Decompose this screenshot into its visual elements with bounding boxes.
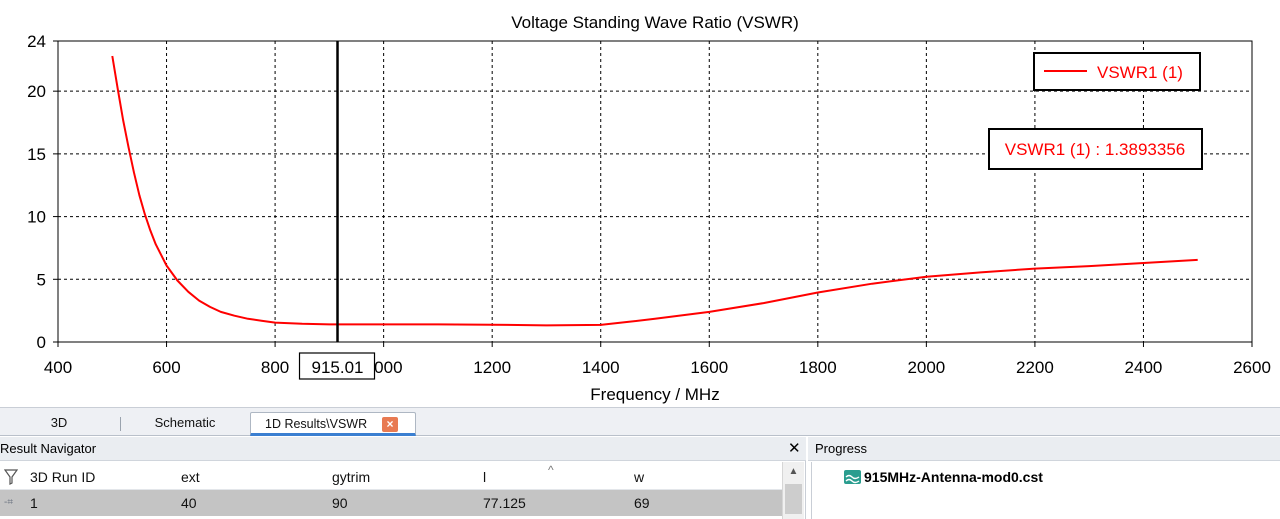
x-tick-label: 2400: [1125, 358, 1163, 377]
cst-file-icon: [844, 470, 861, 484]
table-header-row: 3D Run ID ext gytrim l ^ w: [0, 463, 782, 490]
plot-frame: [57, 40, 1253, 343]
vertical-scrollbar[interactable]: ▲: [782, 462, 804, 519]
x-tick-label: 1400: [582, 358, 620, 377]
y-tick-label: 10: [27, 208, 46, 227]
table-cell: 69: [634, 495, 650, 511]
result-navigator-title: Result Navigator: [0, 441, 97, 456]
progress-file-name: 915MHz-Antenna-mod0.cst: [864, 469, 1043, 485]
marker-x-label: 915.01: [312, 358, 364, 377]
x-tick-label: 1800: [799, 358, 837, 377]
y-tick-label: 20: [27, 82, 46, 101]
series-line-vswr1: [111, 55, 1198, 327]
vswr-chart[interactable]: 400 600 800 1000 1200 1400 1600 1800 2000 2200 240…: [0, 0, 1280, 407]
filter-icon[interactable]: [4, 469, 18, 485]
x-tick-label: 2200: [1016, 358, 1054, 377]
table-cell: 77.125: [483, 495, 526, 511]
tab-1d-results-label: 1D Results\VSWR: [265, 417, 368, 431]
scrollbar-thumb[interactable]: [785, 484, 802, 514]
table-cell: 1: [30, 495, 38, 511]
tab-1d-results-vswr[interactable]: 1D Results\VSWR ×: [250, 412, 416, 436]
sort-indicator-icon: ^: [548, 463, 554, 477]
series-layer: [111, 55, 1198, 327]
table-cell: 40: [181, 495, 197, 511]
tab-schematic[interactable]: Schematic: [154, 415, 216, 430]
progress-panel: Progress 915MHz-Antenna-mod0.cst: [808, 437, 1280, 519]
column-header-run-id[interactable]: 3D Run ID: [30, 469, 96, 485]
progress-title: Progress: [815, 441, 868, 456]
result-navigator-header: Result Navigator ✕: [0, 437, 806, 461]
table-row[interactable]: -⌗ 1 40 90 77.125 69: [0, 490, 782, 516]
marker-readout: VSWR1 (1) : 1.3893356: [1005, 140, 1185, 159]
x-tick-label: 2000: [907, 358, 945, 377]
marker-layer: 915.01: [298, 41, 376, 380]
result-navigator-panel: Result Navigator ✕ 3D Run ID ext gytrim …: [0, 437, 806, 519]
column-header-ext[interactable]: ext: [181, 469, 200, 485]
grid-layer: [58, 41, 1252, 342]
x-tick-label: 800: [261, 358, 289, 377]
marker-readout-box: [988, 128, 1203, 170]
progress-body: 915MHz-Antenna-mod0.cst: [811, 462, 1280, 519]
close-icon[interactable]: ✕: [788, 440, 801, 457]
legend-label: VSWR1 (1): [1097, 63, 1183, 82]
legend-layer: VSWR1 (1) VSWR1 (1) : 1.3893356: [988, 52, 1203, 170]
y-tick-label: 0: [37, 333, 46, 352]
progress-header: Progress: [808, 437, 1280, 461]
table-cell: 90: [332, 495, 348, 511]
row-pin-icon: -⌗: [4, 497, 13, 508]
y-tick-label: 5: [37, 270, 46, 289]
x-tick-label: 600: [152, 358, 180, 377]
plot-area[interactable]: 400 600 800 1000 1200 1400 1600 1800 2000 2200 240…: [0, 0, 1280, 407]
x-tick-label: 400: [44, 358, 72, 377]
tab-3d[interactable]: 3D: [50, 415, 68, 430]
column-header-w[interactable]: w: [634, 469, 645, 485]
result-table: 3D Run ID ext gytrim l ^ w -⌗ 1 40 90 77…: [0, 462, 782, 519]
close-tab-icon[interactable]: ×: [382, 417, 398, 432]
x-tick-label: 1200: [473, 358, 511, 377]
x-tick-label: 1600: [690, 358, 728, 377]
x-axis-label: Frequency / MHz: [590, 385, 719, 404]
y-tick-label: 15: [27, 145, 46, 164]
x-tick-label: 2600: [1233, 358, 1271, 377]
marker-x-label-box: [298, 352, 376, 380]
chart-title: Voltage Standing Wave Ratio (VSWR): [511, 13, 799, 32]
column-header-l[interactable]: l: [483, 469, 487, 485]
tab-strip: 3D Schematic 1D Results\VSWR ×: [0, 407, 1280, 436]
axis-layer: 400 600 800 1000 1200 1400 1600 1800 2000 2200 240…: [27, 13, 1271, 404]
tab-separator: [120, 417, 121, 431]
scroll-up-icon[interactable]: ▲: [788, 466, 799, 477]
column-header-gytrim[interactable]: gytrim: [332, 469, 371, 485]
y-tick-label: 24: [27, 32, 46, 51]
